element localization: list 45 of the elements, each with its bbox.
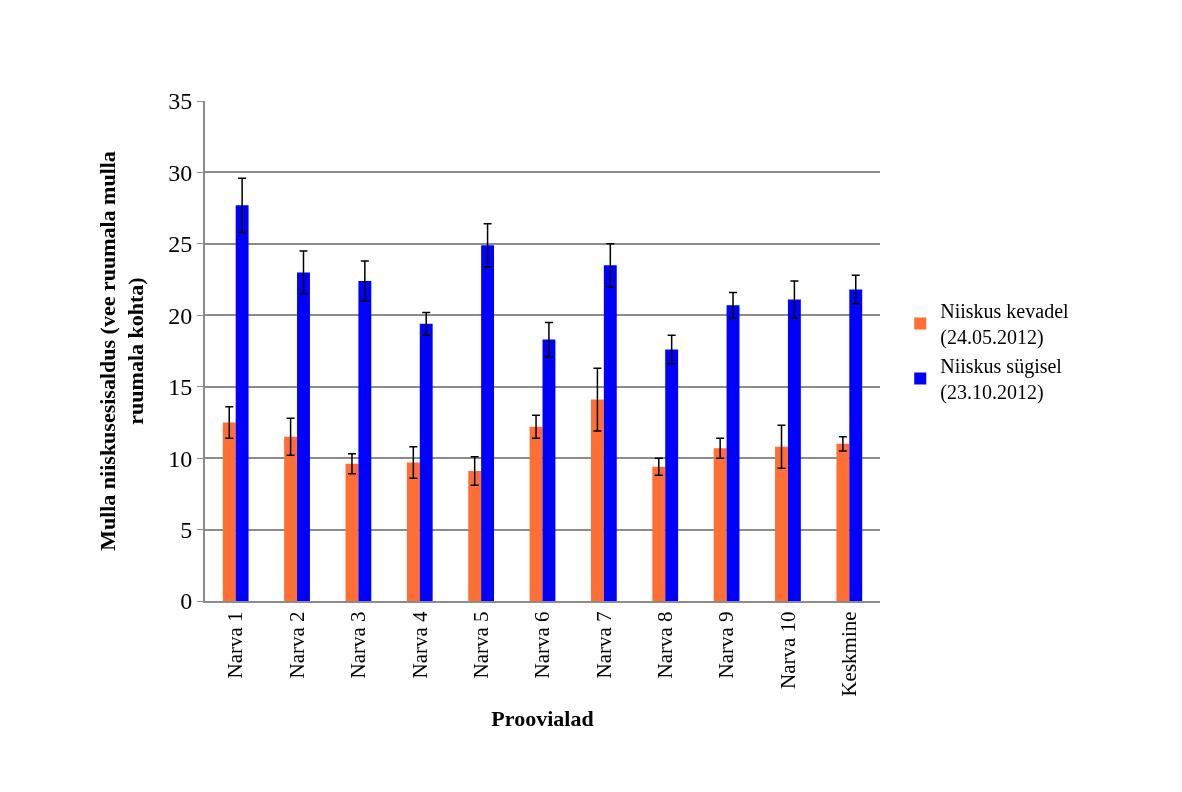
bar [542, 339, 556, 601]
x-axis-title: Proovialad [491, 705, 594, 731]
bar [297, 272, 310, 601]
y-tick-label: 35 [168, 88, 193, 115]
bar [775, 446, 788, 601]
bar [787, 299, 801, 601]
legend-label: Niiskus sügisel (23.10.2012) [940, 355, 1063, 405]
y-tick-label: 15 [168, 374, 193, 401]
x-tick-label: Narva 4 [407, 610, 432, 679]
y-tick-label: 10 [168, 445, 193, 472]
y-tick-label: 0 [180, 588, 193, 615]
y-tick-label: 30 [168, 159, 193, 186]
y-tick-label: 25 [168, 231, 193, 258]
bar [713, 448, 727, 601]
bar [419, 323, 433, 601]
y-axis-title: Mulla niiskusesisaldus (vee ruumala mulla ruumala kohta) [94, 151, 149, 551]
x-tick-label: Narva 8 [653, 611, 678, 679]
bar [481, 245, 495, 601]
bar [235, 205, 249, 601]
bar [406, 462, 420, 601]
bar [284, 436, 298, 601]
x-tick-label: Keskmine [837, 611, 862, 697]
bar [529, 426, 543, 601]
x-tick-label: Narva 10 [775, 611, 800, 689]
x-tick-label: Narva 2 [284, 611, 309, 679]
bar [726, 305, 740, 601]
bar [222, 422, 236, 601]
bar [836, 443, 850, 601]
x-tick-label: Narva 9 [714, 611, 739, 679]
y-tick-label: 20 [168, 302, 193, 329]
bar [345, 463, 359, 601]
bar [468, 471, 482, 601]
legend-label: Niiskus kevadel (24.05.2012) [940, 300, 1069, 350]
bar [590, 399, 604, 601]
bar [358, 281, 372, 601]
x-tick-label: Narva 1 [223, 611, 248, 679]
x-tick-label: Narva 3 [346, 611, 371, 679]
bar [665, 349, 679, 601]
bar [652, 466, 666, 601]
bar [603, 265, 617, 601]
x-tick-label: Narva 7 [591, 611, 616, 679]
x-tick-label: Narva 5 [468, 611, 493, 679]
x-tick-label: Narva 6 [530, 611, 555, 679]
bar [849, 289, 863, 601]
y-tick-label: 5 [180, 516, 193, 543]
